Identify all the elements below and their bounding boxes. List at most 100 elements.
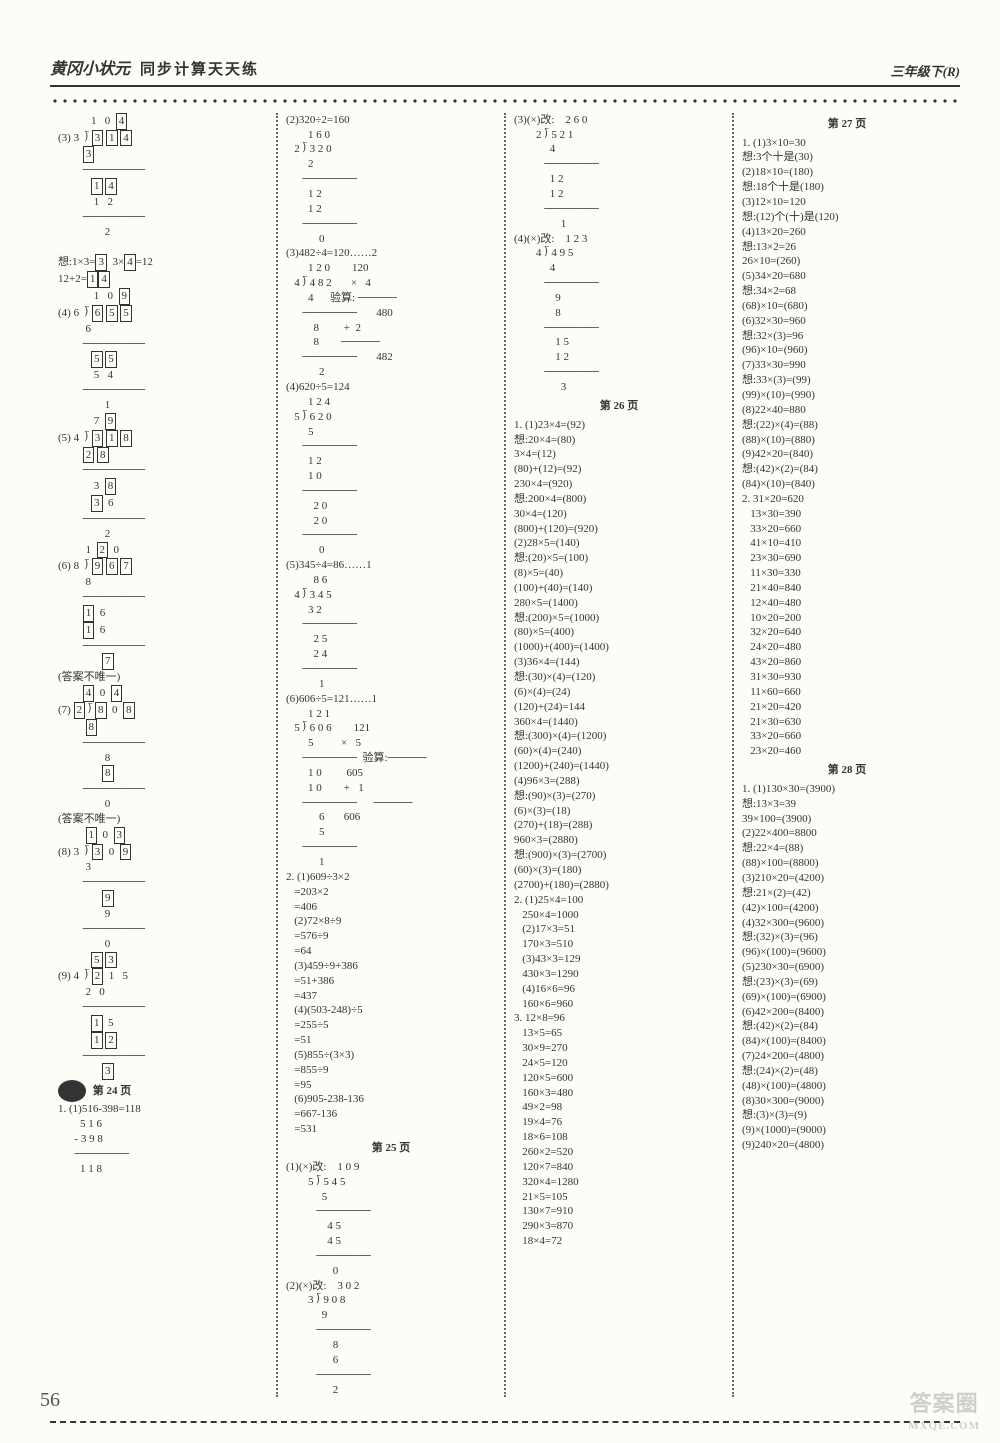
text-line: =406 [286,900,496,915]
text-line: ─────── [286,439,496,454]
text-line: 120×5=600 [514,1071,724,1086]
text-line: 170×3=510 [514,937,724,952]
text-line: 1 0 [286,469,496,484]
text-line: 49×2=98 [514,1100,724,1115]
text-line: 1 6 0 [286,128,496,143]
text-line: 想:(300)×(4)=(1200) [514,729,724,744]
text-line: 26×10=(260) [742,254,952,269]
col1-worked: 1 0 4(3) 3 ⟌ 3 1 4 3 ──────── 1 4 1 2 ──… [58,113,268,1080]
text-line: 4 [514,261,724,276]
text-line: 1 0 4 [58,113,268,130]
text-line: 33×20=660 [742,729,952,744]
text-line: 1 0 9 [58,288,268,305]
text-line: 2 0 [286,514,496,529]
text-line: 3 8 [58,478,268,495]
text-line: (3) 3 ⟌ 3 1 4 [58,130,268,147]
column-3: (3)(×)改: 2 6 0 2 ⟌ 5 2 1 4 ─────── 1 2 1… [504,113,732,1398]
text-line: ─────── [286,172,496,187]
book-title: 同步计算天天练 [140,61,259,81]
text-line: 320×4=1280 [514,1175,724,1190]
text-line: 1 5 [58,1015,268,1032]
text-line: 3. 12×8=96 [514,1011,724,1026]
text-line: 18×4=72 [514,1234,724,1249]
header-left: 黄冈小状元 同步计算天天练 [50,60,259,81]
text-line: (4)96×3=(288) [514,774,724,789]
text-line: ─────── [514,276,724,291]
column-1: 1 0 4(3) 3 ⟌ 3 1 4 3 ──────── 1 4 1 2 ──… [50,113,276,1398]
text-line: 2 0 [286,499,496,514]
text-line: 12+2=14 [58,271,268,288]
text-line: ─────── [58,1147,268,1162]
text-line: 8 6 [286,573,496,588]
text-line: 1 2 0 120 [286,261,496,276]
text-line: 8 [286,1338,496,1353]
text-line: 10×20=200 [742,611,952,626]
text-line: 2 [286,365,496,380]
text-line: 24×20=480 [742,640,952,655]
text-line: (8) 3 ⟌ 3 0 9 [58,844,268,861]
text-line: ─────── [286,1204,496,1219]
text-line: (5)345÷4=86……1 [286,558,496,573]
text-line: 7 9 [58,413,268,430]
text-line: ─────── [286,840,496,855]
text-line: (3)210×20=(4200) [742,871,952,886]
text-line: (96)×(100)=(9600) [742,945,952,960]
text-line: 1 0 + 1 [286,781,496,796]
footer-border [50,1421,960,1423]
text-line: 1 2 0 [58,542,268,559]
text-line: ─────── [286,484,496,499]
text-line: (6)606÷5=121……1 [286,692,496,707]
text-line: (9)42×20=(840) [742,447,952,462]
text-line: (3)459÷9+386 [286,959,496,974]
text-line: 0 [58,937,268,952]
text-line: ──────── [58,736,268,751]
text-line: ─────── [286,662,496,677]
text-line: 5 [286,425,496,440]
text-line: 1 2 4 [286,395,496,410]
text-line: 30×9=270 [514,1041,724,1056]
text-line: 4 [514,142,724,157]
text-line: 1 6 [58,605,268,622]
text-line: (8)×5=(40) [514,566,724,581]
p27-lines: 1. (1)3×10=30想:3个十是(30)(2)18×10=(180)想:1… [742,136,952,759]
text-line: 31×30=930 [742,670,952,685]
text-line: (2)(×)改: 3 0 2 [286,1279,496,1294]
text-line: (4)32×300=(9600) [742,916,952,931]
text-line: 想:1×3=3 3×4=12 [58,254,268,271]
text-line: 1. (1)130×30=(3900) [742,782,952,797]
text-line: 1. (1)3×10=30 [742,136,952,151]
text-line: 21×40=840 [742,581,952,596]
text-line: 120×7=840 [514,1160,724,1175]
text-line: 2 4 [286,647,496,662]
text-line: 24×5=120 [514,1056,724,1071]
p28-lines: 1. (1)130×30=(3900)想:13×3=3939×100=(3900… [742,782,952,1153]
text-line: 想:(23)×(3)=(69) [742,975,952,990]
p26-lines: 1. (1)23×4=(92)想:20×4=(80)3×4=(12)(80)+(… [514,418,724,1249]
page-28-heading: 第 28 页 [742,763,952,778]
text-line: 1. (1)23×4=(92) [514,418,724,433]
text-line: 9 [286,1308,496,1323]
text-line: 2 8 [58,447,268,464]
text-line: 1 [286,677,496,692]
text-line: (7)24×200=(4800) [742,1049,952,1064]
text-line: (6) 8 ⟌ 9 6 7 [58,558,268,575]
text-line: 想:(42)×(2)=(84) [742,1019,952,1034]
grade-label: 三年级下(R) [891,64,960,81]
text-line: 想:20×4=(80) [514,433,724,448]
text-line: 想:32×(3)=96 [742,329,952,344]
text-line: 2 [286,1383,496,1398]
text-line: 250×4=1000 [514,908,724,923]
text-line: 想:13×3=39 [742,797,952,812]
text-line: 1 2 [514,172,724,187]
column-4: 第 27 页 1. (1)3×10=30想:3个十是(30)(2)18×10=(… [732,113,960,1398]
text-line: 6 [58,322,268,337]
text-line: 想:13×2=26 [742,240,952,255]
text-line: 8 ───── [286,335,496,350]
text-line: ──────── [58,210,268,225]
text-line: 8 [58,719,268,736]
text-line: =667-136 [286,1107,496,1122]
text-line: =203×2 [286,885,496,900]
text-line: 1 2 [286,202,496,217]
text-line: (100)+(40)=(140) [514,581,724,596]
text-line: 160×3=480 [514,1086,724,1101]
